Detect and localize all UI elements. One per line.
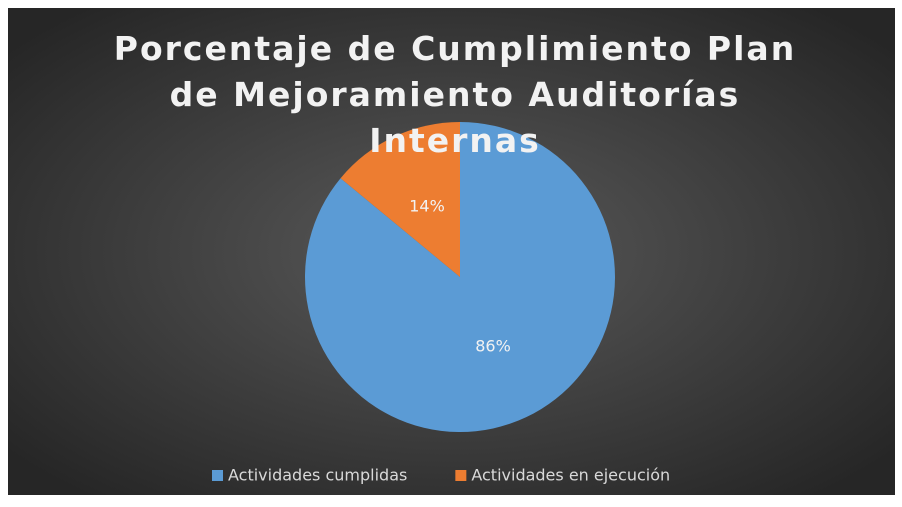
data-label: 86%	[475, 337, 511, 356]
pie-slice	[340, 122, 460, 277]
legend-label: Actividades cumplidas	[228, 466, 407, 485]
chart-title: Porcentaje de Cumplimiento Plan de Mejor…	[113, 29, 797, 160]
legend-label: Actividades en ejecución	[471, 466, 670, 485]
legend-swatch	[212, 470, 223, 481]
data-label: 14%	[409, 196, 445, 215]
legend-swatch	[455, 470, 467, 481]
pie-slice	[304, 122, 615, 432]
